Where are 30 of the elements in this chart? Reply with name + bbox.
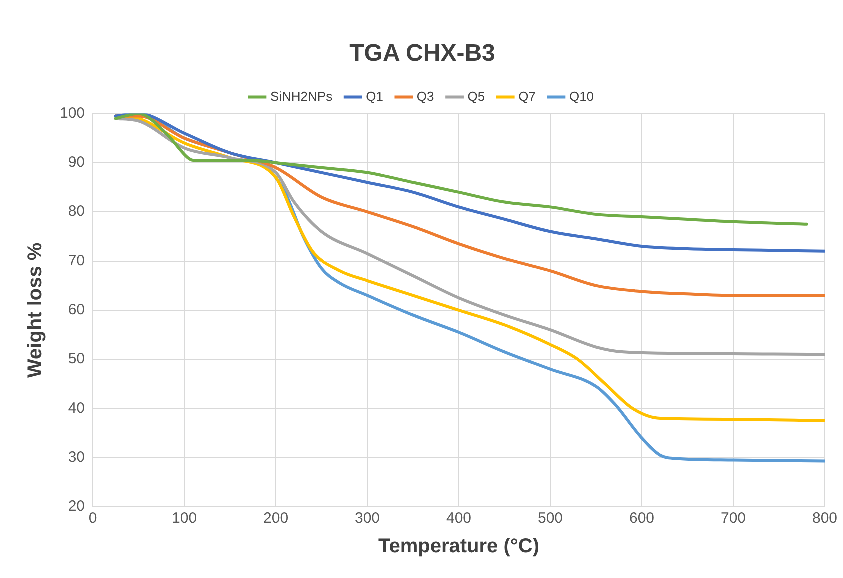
- x-tick-label: 100: [172, 510, 198, 528]
- x-tick-label: 700: [720, 510, 746, 528]
- y-tick-label: 50: [68, 350, 86, 368]
- x-tick-label: 800: [812, 510, 838, 528]
- legend-label: Q1: [366, 88, 384, 104]
- y-tick-label: 20: [68, 498, 86, 516]
- y-tick-label: 90: [68, 154, 86, 172]
- y-axis-title: Weight loss %: [24, 242, 47, 378]
- x-tick-label: 0: [88, 510, 98, 528]
- y-tick-label: 80: [68, 203, 86, 220]
- y-tick-label: 60: [68, 302, 86, 319]
- legend-label: Q10: [569, 88, 594, 104]
- legend-label: Q5: [468, 88, 486, 104]
- y-tick-label: 70: [68, 252, 86, 270]
- x-tick-label: 200: [264, 510, 289, 528]
- legend-label: SiNH2NPs: [270, 88, 334, 104]
- x-axis-title: Temperature (°C): [378, 536, 540, 558]
- line-series: [114, 114, 808, 226]
- x-tick-label: 400: [446, 510, 472, 528]
- legend-label: Q3: [416, 88, 434, 104]
- y-tick-label: 30: [68, 448, 86, 466]
- x-tick-label: 500: [538, 510, 564, 528]
- y-tick-label: 40: [68, 400, 86, 417]
- chart-title: TGA CHX-B3: [350, 40, 496, 68]
- line-series: [114, 117, 825, 356]
- x-tick-label: 300: [355, 510, 380, 528]
- legend-label: Q7: [518, 88, 536, 104]
- x-tick-label: 600: [629, 510, 655, 528]
- y-tick-label: 100: [60, 104, 86, 122]
- line-series: [114, 114, 825, 253]
